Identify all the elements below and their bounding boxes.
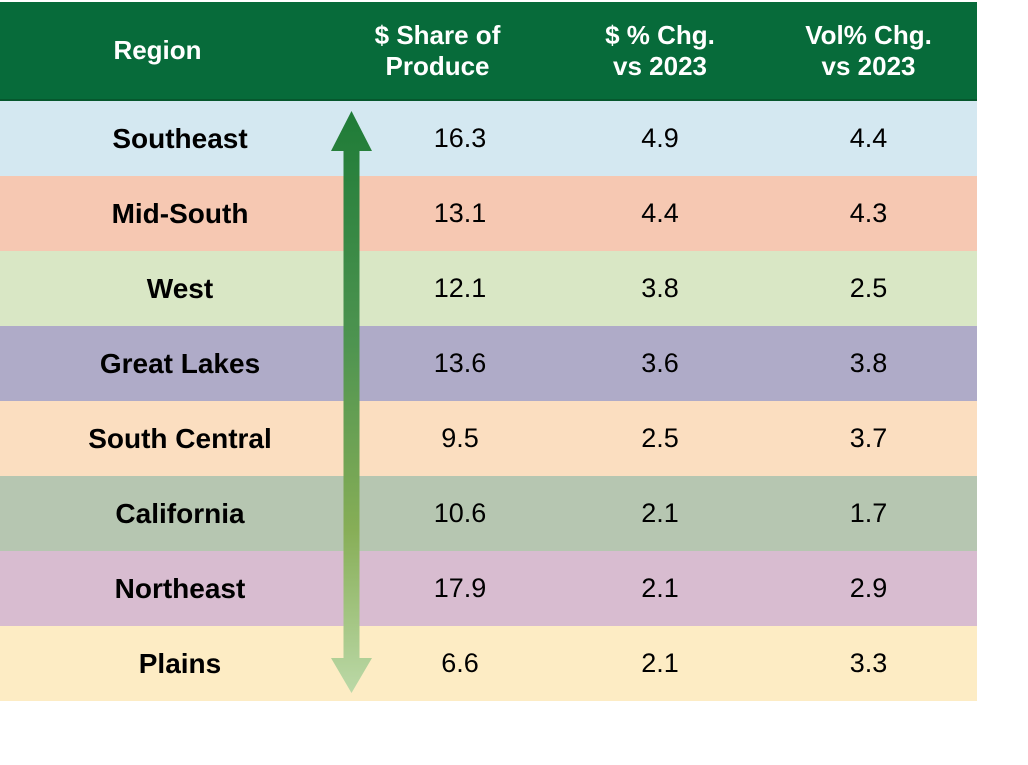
- share-cell: 9.5: [441, 423, 479, 453]
- region-cell: Northeast: [114, 572, 246, 604]
- dollar-chg-cell: 3.8: [641, 273, 679, 303]
- column-header-share: $ Share of Produce: [315, 2, 560, 99]
- vol-chg-cell: 2.5: [849, 273, 888, 303]
- column-header-dollar-chg: $ % Chg. vs 2023: [560, 2, 760, 99]
- table-row: California 10.6 2.1 1.7: [0, 476, 977, 551]
- dollar-chg-cell: 4.4: [641, 198, 679, 228]
- dollar-chg-cell: 2.5: [641, 423, 679, 453]
- share-cell: 10.6: [433, 498, 487, 528]
- table-row: Northeast 17.9 2.1 2.9: [0, 551, 977, 626]
- share-cell: 16.3: [433, 123, 487, 153]
- table-row: South Central 9.5 2.5 3.7: [0, 401, 977, 476]
- region-cell: South Central: [88, 422, 272, 454]
- column-header-label-line1: $ Share of: [374, 19, 501, 50]
- dollar-chg-cell: 4.9: [641, 123, 679, 153]
- column-header-label-line1: Vol% Chg.: [805, 19, 932, 50]
- column-header-label-line2: Produce: [385, 50, 490, 81]
- column-header-label: Region: [113, 35, 202, 65]
- vol-chg-cell: 3.3: [849, 648, 888, 678]
- column-header-vol-chg: Vol% Chg. vs 2023: [760, 2, 977, 99]
- vol-chg-cell: 1.7: [849, 498, 888, 528]
- table-row: Mid-South 13.1 4.4 4.3: [0, 176, 977, 251]
- column-header-label-line2: vs 2023: [821, 50, 916, 81]
- dollar-chg-cell: 3.6: [641, 348, 679, 378]
- share-cell: 12.1: [433, 273, 487, 303]
- column-header-label-line1: $ % Chg.: [605, 19, 715, 50]
- dollar-chg-cell: 2.1: [641, 573, 679, 603]
- region-performance-table: Region $ Share of Produce $ % Chg. vs 20…: [0, 2, 977, 701]
- region-cell: Plains: [138, 647, 222, 679]
- vol-chg-cell: 4.4: [849, 123, 888, 153]
- region-cell: West: [146, 272, 214, 304]
- table-row: Great Lakes 13.6 3.6 3.8: [0, 326, 977, 401]
- vol-chg-cell: 3.8: [849, 348, 888, 378]
- dollar-chg-cell: 2.1: [641, 648, 679, 678]
- region-cell: Great Lakes: [99, 347, 261, 379]
- vol-chg-cell: 3.7: [849, 423, 888, 453]
- table-row: West 12.1 3.8 2.5: [0, 251, 977, 326]
- share-cell: 6.6: [441, 648, 479, 678]
- column-header-label-line2: vs 2023: [613, 50, 707, 81]
- region-cell: Southeast: [112, 122, 248, 154]
- dollar-chg-cell: 2.1: [641, 498, 679, 528]
- share-cell: 17.9: [433, 573, 487, 603]
- share-cell: 13.6: [433, 348, 487, 378]
- region-cell: California: [115, 497, 245, 529]
- table-header-row: Region $ Share of Produce $ % Chg. vs 20…: [0, 2, 977, 101]
- vol-chg-cell: 4.3: [849, 198, 888, 228]
- table-row: Plains 6.6 2.1 3.3: [0, 626, 977, 701]
- table-row: Southeast 16.3 4.9 4.4: [0, 101, 977, 176]
- share-cell: 13.1: [433, 198, 487, 228]
- region-cell: Mid-South: [111, 197, 249, 229]
- column-header-region: Region: [0, 2, 315, 99]
- vol-chg-cell: 2.9: [849, 573, 888, 603]
